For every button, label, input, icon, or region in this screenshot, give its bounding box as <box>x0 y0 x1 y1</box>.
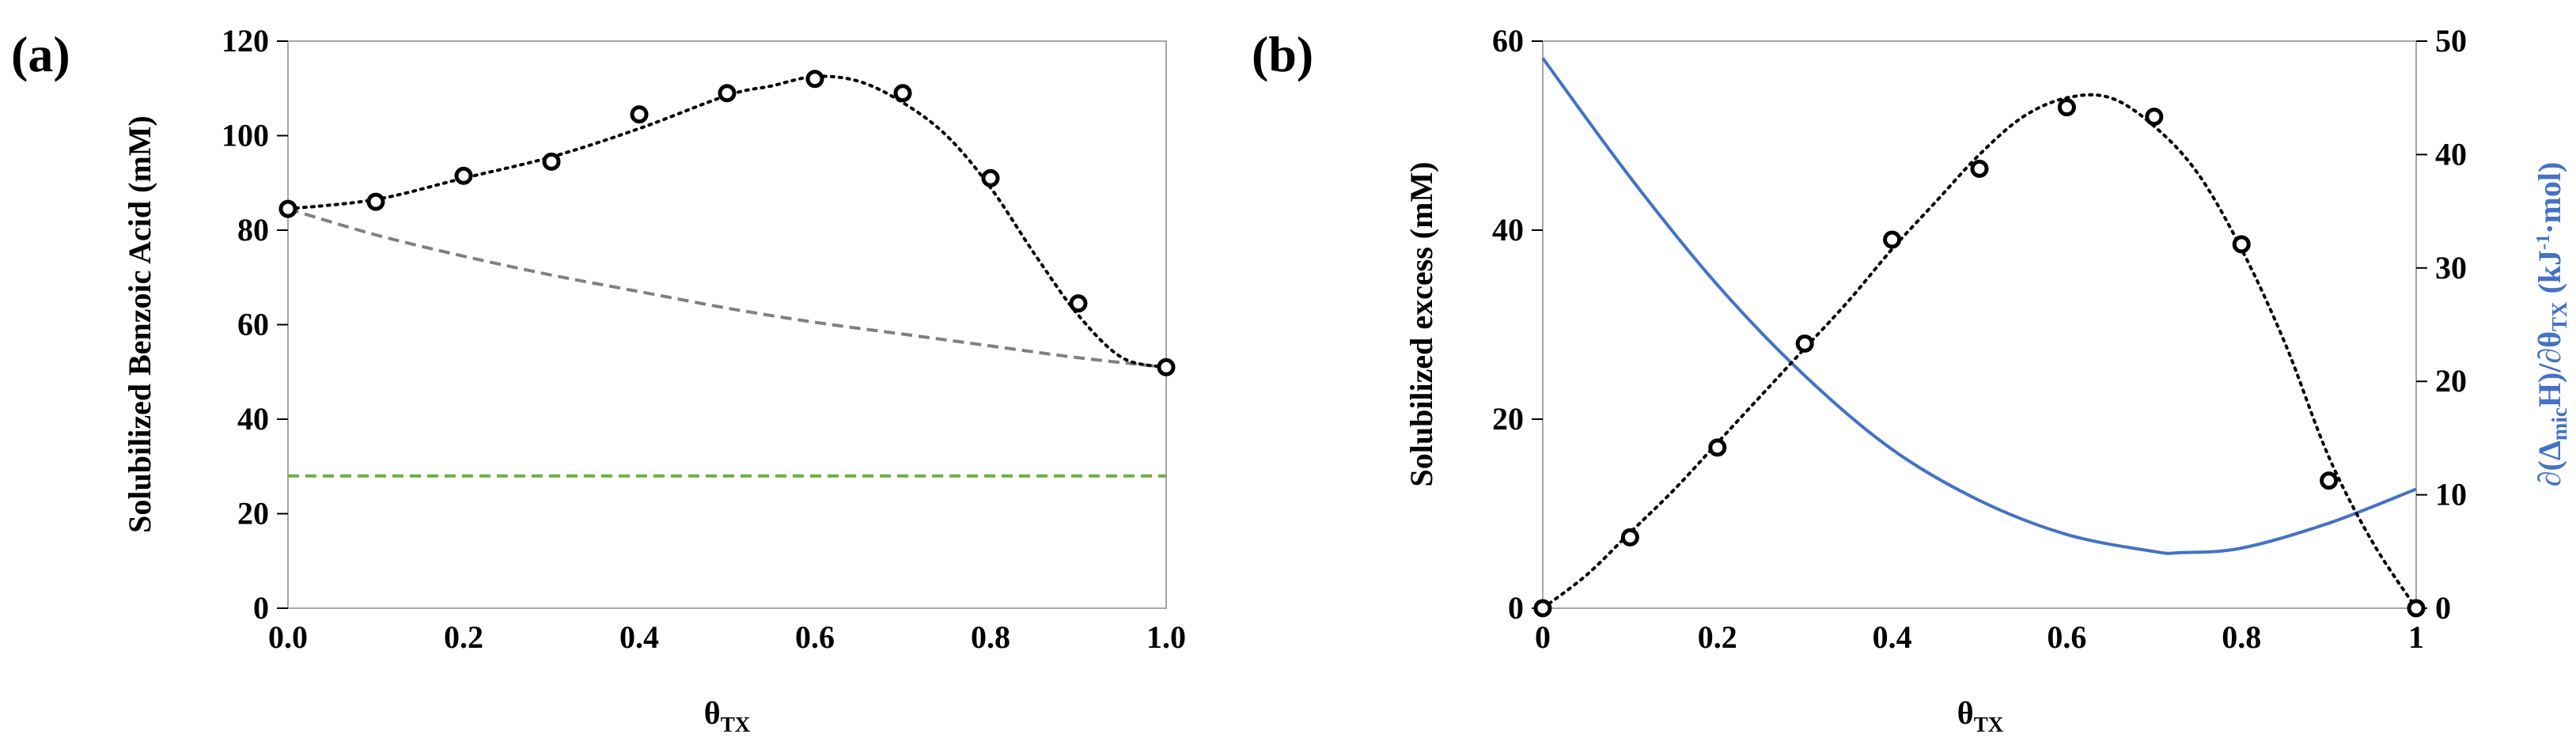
panel-a-x-tick-label: 0.0 <box>268 619 308 655</box>
panel-a-y-tick-label: 80 <box>237 212 269 248</box>
panel-a-measured-data-point <box>278 199 297 218</box>
panel-b-excess-data-point <box>1533 599 1552 618</box>
panel-a-y-tick-label: 60 <box>237 307 269 342</box>
panel-a-measured-data-point <box>1069 294 1088 313</box>
panel-b-excess-data-point <box>2057 98 2076 117</box>
panel-b-y2-tick-label: 0 <box>2435 590 2451 626</box>
panel-a-y-tick-label: 40 <box>237 401 269 437</box>
panel-b-x-tick-label: 0.8 <box>2222 619 2261 655</box>
panel-b-excess-data-point <box>1970 159 1989 178</box>
panel-b-y2-tick-label: 40 <box>2435 136 2467 172</box>
panel-a-measured-data-point <box>718 84 737 103</box>
panel-b-y2-tick-label: 10 <box>2435 477 2467 513</box>
panel-b-y2-tick-label: 20 <box>2435 363 2467 399</box>
panel-a-fit-line <box>286 74 1168 369</box>
panel-b-derivative-line <box>1541 57 2417 555</box>
panel-b-label: (b) <box>1252 26 1313 82</box>
panel-b-x-tick-label: 0.2 <box>1698 619 1737 655</box>
panel-b-excess-data-point <box>2232 235 2251 254</box>
panel-a-y-tick-label: 20 <box>237 496 269 531</box>
panel-a-y-tick-label: 100 <box>222 118 269 153</box>
panel-a-y-axis-title: Solubilized Benzoic Acid (mM) <box>122 115 157 533</box>
panel-a-plot-frame <box>287 40 1167 609</box>
panel-a-label: (a) <box>11 26 70 82</box>
panel-b-excess-data-point <box>1620 528 1639 547</box>
panel-b-y-tick-label: 40 <box>1492 212 1524 248</box>
panel-a-ideal-line <box>287 207 1167 369</box>
panel-a-x-tick-label: 1.0 <box>1146 619 1186 655</box>
panel-a-measured-data-point <box>542 152 561 171</box>
panel-b-x-tick-label: 1 <box>2408 619 2424 655</box>
panel-a-x-tick-label: 0.8 <box>971 619 1010 655</box>
panel-b-x-tick-label: 0.6 <box>2047 619 2086 655</box>
panel-a-measured-data-point <box>893 84 912 103</box>
panel-b-y2-axis-title: ∂(ΔmicH)/∂θTX (kJ-1·mol) <box>2532 162 2571 487</box>
panel-b-y-axis-title: Solubilized excess (mM) <box>1404 161 1439 486</box>
panel-b-y2-tick-label: 50 <box>2435 23 2467 59</box>
panel-b-excess-data-point <box>1795 334 1814 353</box>
panel-a-measured-data-point <box>454 166 473 185</box>
panel-a-x-axis-title: θTX <box>704 695 751 736</box>
panel-b-excess-data-point <box>1708 438 1727 457</box>
panel-b-x-tick-label: 0.4 <box>1873 619 1912 655</box>
panel-a-y-tick-label: 120 <box>222 23 269 59</box>
panel-b-x-tick-label: 0 <box>1535 619 1551 655</box>
panel-b-excess-data-point <box>2320 471 2339 490</box>
panel-a-x-tick-label: 0.4 <box>619 619 659 655</box>
panel-b-y2-tick-label: 30 <box>2435 250 2467 286</box>
panel-a-measured-data-point <box>366 192 385 211</box>
panel-b-y-tick-label: 0 <box>1508 590 1524 626</box>
panel-b-x-axis-title: θTX <box>1957 695 2004 736</box>
panel-a: (a) 0 20 40 60 80 100 120 0.0 0.2 0.4 0.6 0.8 1.0 S… <box>11 23 1186 736</box>
panel-a-x-tick-label: 0.6 <box>795 619 835 655</box>
panel-b: (b) 0 20 40 60 0 10 20 30 40 50 0 0.2 0.4 0.6 0.8 1 S… <box>1252 23 2571 736</box>
panel-b-excess-data-point <box>2145 108 2164 127</box>
panel-b-y-tick-label: 60 <box>1492 23 1524 59</box>
panel-a-y-tick-label: 0 <box>253 590 269 626</box>
panel-a-measured-data-point <box>1157 357 1176 376</box>
panel-b-fit-line <box>1541 93 2418 610</box>
panel-b-y-tick-label: 20 <box>1492 401 1524 437</box>
panel-b-excess-data-point <box>1883 230 1902 249</box>
panel-a-measured-data-point <box>981 168 1000 187</box>
panel-b-excess-data-point <box>2407 599 2426 618</box>
panel-a-measured-data-point <box>630 105 649 124</box>
panel-a-x-tick-label: 0.2 <box>444 619 483 655</box>
panel-a-measured-data-point <box>805 70 824 89</box>
panel-b-plot-frame <box>1542 40 2417 609</box>
